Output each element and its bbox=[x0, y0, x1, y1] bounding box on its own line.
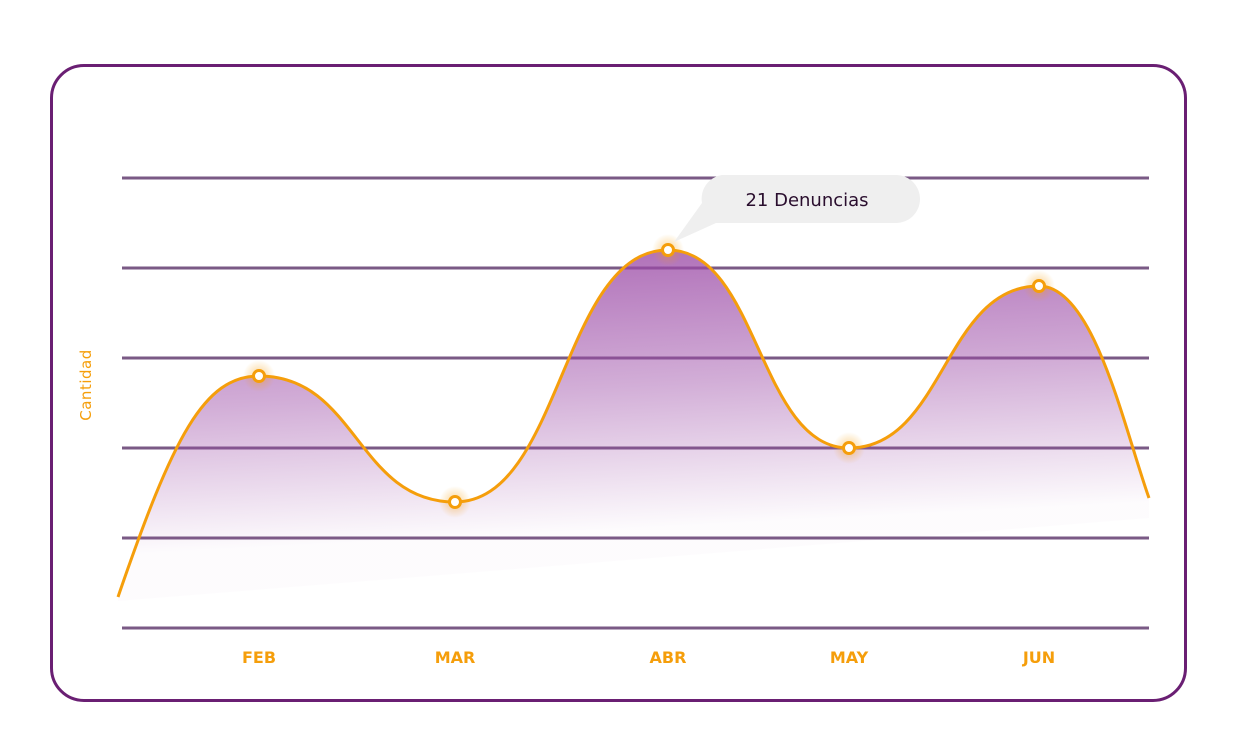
area-fill bbox=[118, 250, 1149, 601]
tooltip: 21 Denuncias bbox=[674, 175, 920, 242]
x-tick-label: MAR bbox=[435, 648, 476, 667]
data-point-mar[interactable] bbox=[448, 495, 462, 509]
x-tick-label: JUN bbox=[1022, 648, 1055, 667]
tooltip-bubble bbox=[674, 175, 920, 242]
x-tick-label: FEB bbox=[242, 648, 276, 667]
data-point-jun[interactable] bbox=[1032, 279, 1046, 293]
data-point-abr[interactable] bbox=[661, 243, 675, 257]
x-tick-label: MAY bbox=[830, 648, 869, 667]
data-point-may[interactable] bbox=[842, 441, 856, 455]
x-tick-label: ABR bbox=[650, 648, 687, 667]
tooltip-text: 21 Denuncias bbox=[745, 190, 868, 211]
y-axis-label: Cantidad bbox=[77, 349, 95, 420]
x-axis-ticks: FEB MAR ABR MAY JUN bbox=[242, 648, 1055, 667]
data-points bbox=[243, 234, 1055, 518]
data-point-feb[interactable] bbox=[252, 369, 266, 383]
